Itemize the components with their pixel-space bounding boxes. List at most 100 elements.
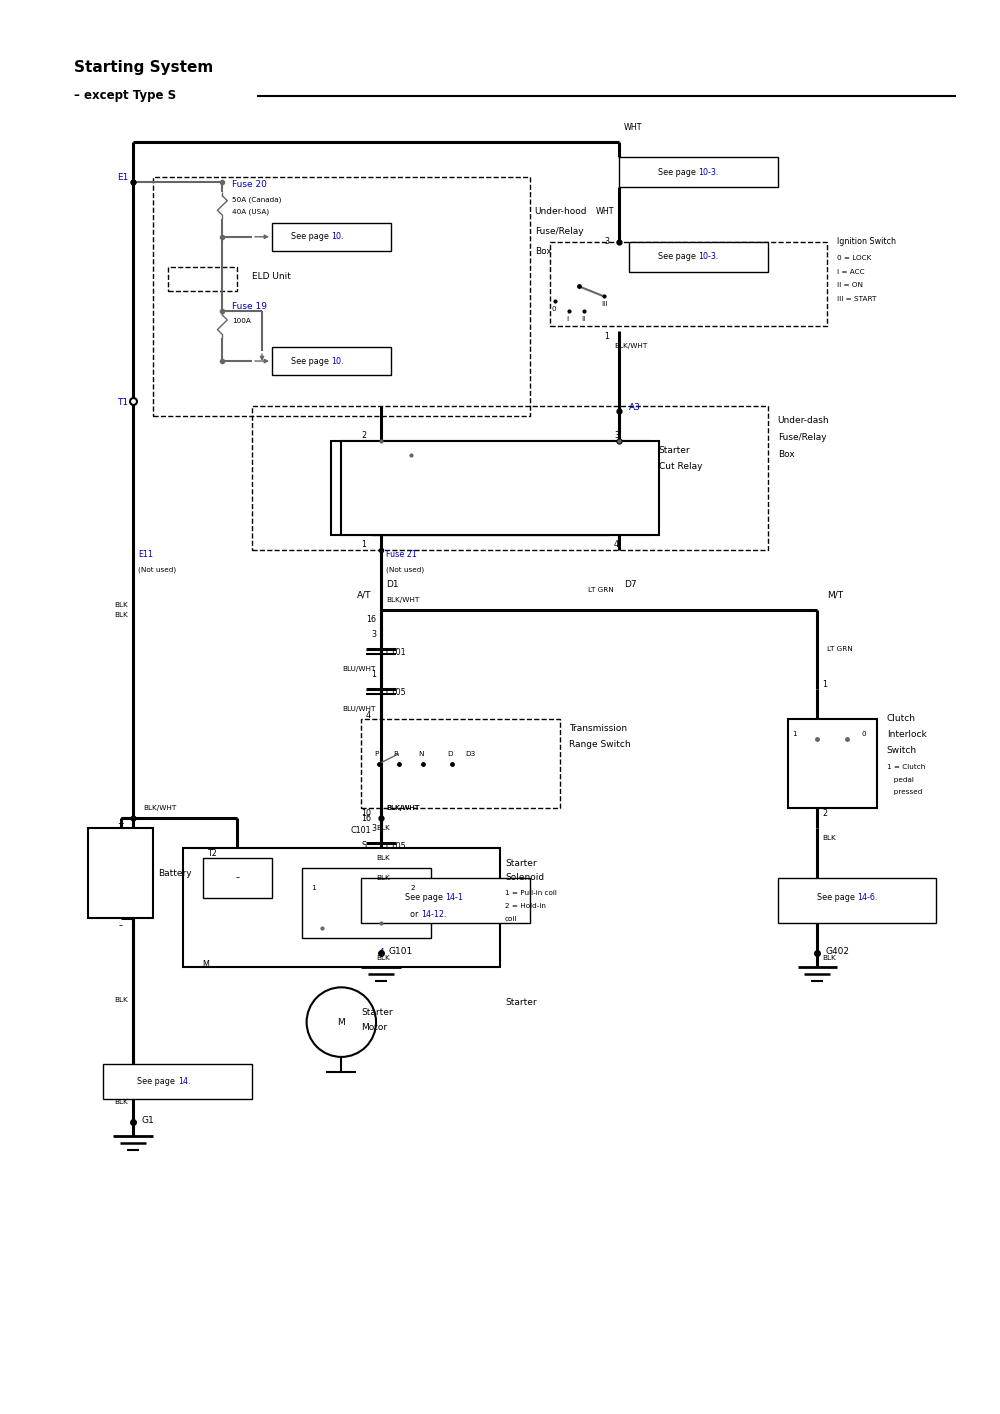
Text: 4: 4: [366, 711, 371, 721]
Text: BLK: BLK: [822, 954, 836, 960]
Text: 3: 3: [614, 431, 619, 440]
Text: Battery: Battery: [158, 868, 192, 878]
Bar: [341, 441, 659, 534]
Text: 1: 1: [793, 731, 797, 737]
Text: 4: 4: [614, 540, 619, 549]
Text: 14-6.: 14-6.: [857, 894, 877, 902]
Text: Cut Relay: Cut Relay: [659, 462, 702, 471]
Text: II = ON: II = ON: [837, 283, 863, 288]
Text: T2: T2: [207, 848, 217, 858]
Text: BLK/WHT: BLK/WHT: [386, 806, 419, 812]
Bar: [103, 1065, 252, 1099]
Bar: [550, 242, 827, 327]
Text: G1: G1: [141, 1116, 154, 1126]
Text: Fuse 20: Fuse 20: [232, 180, 267, 188]
Text: BLK: BLK: [376, 855, 390, 861]
Text: 16: 16: [366, 615, 376, 624]
Bar: [788, 718, 877, 809]
Text: BLK: BLK: [114, 997, 128, 1003]
Text: 1: 1: [604, 332, 609, 341]
Text: 1: 1: [371, 670, 376, 679]
Text: BLU/WHT: BLU/WHT: [343, 666, 376, 672]
Text: C101: C101: [350, 826, 371, 834]
Text: Starter: Starter: [659, 445, 690, 455]
Text: BLK/WHT: BLK/WHT: [386, 597, 419, 602]
Text: S: S: [361, 841, 366, 850]
Text: –: –: [119, 921, 123, 930]
Text: See page: See page: [817, 894, 857, 902]
Text: 2 = Hold-in: 2 = Hold-in: [505, 902, 546, 909]
Text: E11: E11: [138, 550, 153, 560]
Text: 10-3.: 10-3.: [698, 252, 719, 262]
Text: – except Type S: – except Type S: [74, 89, 176, 102]
Text: BLK: BLK: [114, 611, 128, 618]
Text: A3: A3: [629, 403, 641, 413]
Text: coil: coil: [505, 916, 517, 922]
Text: 1: 1: [822, 680, 827, 689]
Text: 10: 10: [361, 809, 371, 817]
Text: (Not used): (Not used): [138, 567, 176, 573]
Text: pressed: pressed: [887, 789, 922, 796]
Text: G402: G402: [825, 947, 849, 956]
Bar: [252, 406, 768, 550]
Bar: [302, 868, 431, 937]
Text: 3: 3: [371, 629, 376, 639]
Text: G101: G101: [389, 947, 413, 956]
Text: WHT: WHT: [596, 208, 614, 216]
Text: 1: 1: [312, 885, 316, 891]
Text: See page: See page: [291, 356, 331, 366]
Text: Starter: Starter: [505, 998, 537, 1007]
Text: II: II: [581, 317, 586, 322]
Text: BLK/WHT: BLK/WHT: [386, 806, 419, 812]
Text: or: or: [410, 911, 421, 919]
Text: –: –: [235, 874, 239, 882]
Text: I = ACC: I = ACC: [837, 269, 865, 274]
Text: 3: 3: [604, 238, 609, 246]
Text: See page: See page: [658, 252, 698, 262]
Text: Starter: Starter: [505, 858, 537, 868]
Text: C105: C105: [386, 841, 407, 851]
Text: (Not used): (Not used): [386, 567, 424, 573]
Text: D1: D1: [386, 580, 399, 590]
Text: N: N: [418, 751, 423, 756]
Text: Box: Box: [778, 450, 794, 460]
Text: Under-hood: Under-hood: [535, 208, 587, 216]
Text: Solenoid: Solenoid: [505, 874, 544, 882]
Text: Starter: Starter: [361, 1008, 393, 1017]
Bar: [778, 878, 936, 923]
Text: Interlock: Interlock: [887, 731, 927, 740]
Text: See page: See page: [291, 232, 331, 242]
Text: BLK: BLK: [114, 601, 128, 608]
Text: III: III: [601, 301, 608, 307]
Bar: [88, 829, 153, 918]
Text: 0 = LOCK: 0 = LOCK: [837, 255, 872, 260]
Text: Transmission: Transmission: [569, 724, 628, 734]
Text: Fuse/Relay: Fuse/Relay: [778, 433, 826, 443]
Text: M: M: [337, 1018, 345, 1027]
Text: D7: D7: [624, 580, 637, 590]
Text: 2: 2: [411, 885, 415, 891]
Text: ELD Unit: ELD Unit: [252, 271, 291, 281]
Bar: [629, 242, 768, 271]
Text: BLK: BLK: [114, 1099, 128, 1104]
Bar: [203, 858, 272, 898]
Text: M/T: M/T: [827, 590, 843, 600]
Text: BLK: BLK: [376, 875, 390, 881]
Text: Range Switch: Range Switch: [569, 741, 631, 749]
Text: BLK/WHT: BLK/WHT: [614, 344, 647, 349]
Text: BLU/WHT: BLU/WHT: [343, 706, 376, 713]
Text: Clutch: Clutch: [887, 714, 916, 724]
Text: C101: C101: [386, 648, 407, 658]
Text: 1 = Pull-in coil: 1 = Pull-in coil: [505, 889, 557, 896]
Text: BLK: BLK: [822, 836, 836, 841]
Text: 0: 0: [862, 731, 867, 737]
Bar: [153, 177, 530, 416]
Text: Under-dash: Under-dash: [778, 416, 829, 426]
Text: C105: C105: [386, 687, 407, 697]
Text: 3: 3: [371, 824, 376, 833]
Text: pedal: pedal: [887, 776, 914, 782]
Text: 4: 4: [378, 947, 384, 957]
Text: 1 = Clutch: 1 = Clutch: [887, 764, 925, 769]
Text: 10.: 10.: [331, 356, 344, 366]
Text: Box: Box: [535, 247, 551, 256]
